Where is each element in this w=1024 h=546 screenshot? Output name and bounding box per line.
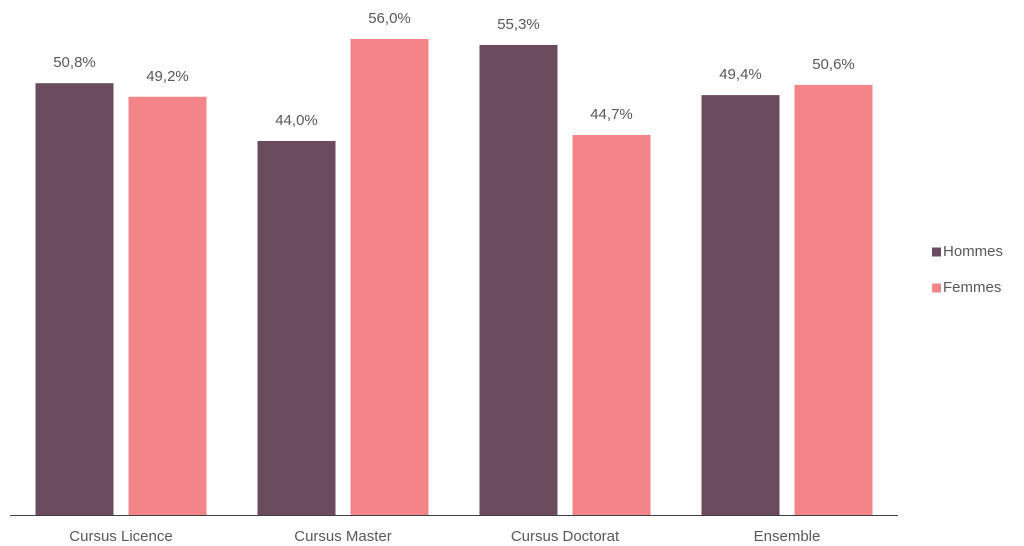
data-label: 44,0%: [275, 112, 318, 129]
x-tick-label: Cursus Licence: [69, 528, 172, 545]
x-tick-label: Cursus Master: [294, 528, 392, 545]
bar: [794, 84, 873, 516]
bar: [572, 135, 651, 516]
bar: [128, 96, 207, 516]
bar: [35, 83, 114, 515]
legend-label: Hommes: [943, 243, 1003, 260]
x-tick-label: Ensemble: [754, 528, 821, 545]
data-label: 50,6%: [812, 56, 855, 73]
legend-label: Femmes: [943, 279, 1001, 296]
bar: [479, 44, 558, 515]
x-tick-label: Cursus Doctorat: [511, 528, 620, 545]
data-label: 49,2%: [146, 68, 189, 85]
data-label: 50,8%: [53, 54, 96, 71]
bar: [350, 39, 429, 515]
bar: [257, 141, 336, 515]
data-label: 44,7%: [590, 106, 633, 123]
data-label: 55,3%: [497, 16, 540, 33]
bar: [701, 95, 780, 515]
data-label: 56,0%: [368, 10, 411, 27]
legend-swatch: [932, 283, 941, 293]
legend-swatch: [932, 247, 941, 257]
data-label: 49,4%: [719, 66, 762, 83]
